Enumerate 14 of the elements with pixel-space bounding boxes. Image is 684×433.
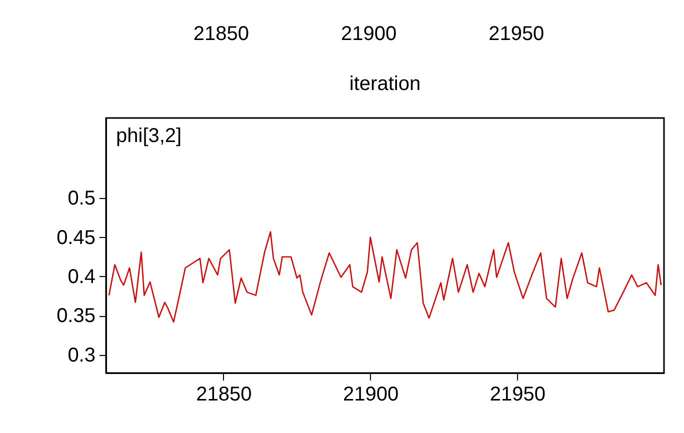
y-tick-label: 0.5 — [68, 188, 96, 210]
x-tick-label: 21950 — [490, 384, 546, 406]
y-tick-label: 0.45 — [56, 226, 96, 249]
chart-title: phi[3,2] — [116, 125, 182, 147]
y-tick-label: 0.35 — [56, 305, 96, 328]
y-tick-label: 0.3 — [68, 344, 96, 366]
y-tick-label: 0.4 — [68, 266, 96, 288]
text: iteration — [349, 73, 421, 95]
text: 21900 — [340, 23, 397, 45]
text: 21850 — [193, 23, 249, 45]
x-tick-label: 21850 — [196, 384, 252, 406]
line-series — [108, 231, 662, 323]
x-tick-label: 21900 — [343, 384, 399, 406]
text: 21950 — [488, 23, 544, 45]
